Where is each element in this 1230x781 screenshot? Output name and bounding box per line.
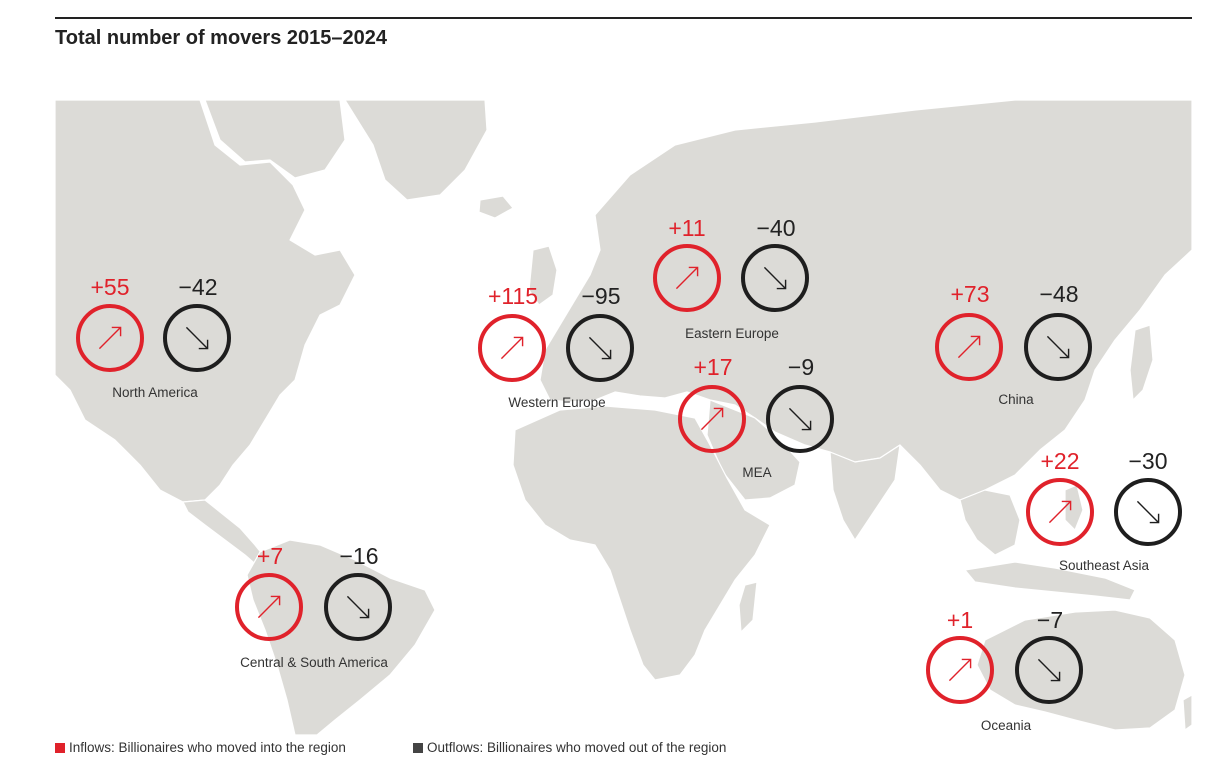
north-america-inflow-value: +55 <box>90 274 130 300</box>
land-india <box>829 444 901 541</box>
oceania-inflow-circle <box>926 636 994 704</box>
arrow-up-right-icon <box>700 407 724 431</box>
southeast-asia-outflow-value: −30 <box>1128 448 1168 474</box>
mea-outflow-circle <box>766 385 834 453</box>
eastern-europe-label: Eastern Europe <box>685 326 779 341</box>
arrow-up-right-icon <box>257 595 281 619</box>
eastern-europe-outflow-value: −40 <box>756 215 796 241</box>
central-south-america-outflow-circle <box>324 573 392 641</box>
legend-outflows: Outflows: Billionaires who moved out of … <box>413 740 726 755</box>
north-america-label: North America <box>112 385 198 400</box>
arrow-up-right-icon <box>500 336 524 360</box>
china-inflow-value: +73 <box>950 281 990 307</box>
western-europe-inflow-circle <box>478 314 546 382</box>
western-europe-inflow-value: +115 <box>487 283 539 309</box>
arrow-up-right-icon <box>948 658 972 682</box>
china-inflow-circle <box>935 313 1003 381</box>
western-europe-outflow-circle <box>566 314 634 382</box>
oceania-label: Oceania <box>980 718 1032 733</box>
arrow-up-right-icon <box>675 266 699 290</box>
china-outflow-value: −48 <box>1039 281 1079 307</box>
arrow-up-right-icon <box>1048 500 1072 524</box>
land-iceland <box>478 195 514 219</box>
central-south-america-label: Central & South America <box>240 655 388 670</box>
arrow-down-right-icon <box>185 326 209 350</box>
arrow-down-right-icon <box>346 595 370 619</box>
southeast-asia-inflow-value: +22 <box>1040 448 1080 474</box>
eastern-europe-inflow-value: +11 <box>668 215 706 241</box>
arrow-down-right-icon <box>588 336 612 360</box>
oceania-outflow-value: −7 <box>1036 607 1064 633</box>
land-uk <box>528 245 558 306</box>
top-rule <box>55 17 1192 19</box>
eastern-europe-inflow-circle <box>653 244 721 312</box>
legend-inflow-swatch <box>55 742 65 753</box>
land-arctic-islands <box>204 100 346 179</box>
legend-outflow-swatch <box>413 742 423 753</box>
southeast-asia-label: Southeast Asia <box>1058 558 1150 573</box>
arrow-up-right-icon <box>98 326 122 350</box>
arrow-up-right-icon <box>957 335 981 359</box>
central-south-america-outflow-value: −16 <box>339 543 379 569</box>
land-japan <box>1129 324 1154 401</box>
legend-inflows: Inflows: Billionaires who moved into the… <box>55 740 346 755</box>
north-america-outflow-circle <box>163 304 231 372</box>
mea-outflow-value: −9 <box>787 354 815 380</box>
mea-inflow-value: +17 <box>693 354 733 380</box>
land-central-america <box>182 499 268 569</box>
western-europe-outflow-value: −95 <box>581 283 621 309</box>
north-america-inflow-circle <box>76 304 144 372</box>
legend-inflow-text: Inflows: Billionaires who moved into the… <box>69 740 346 755</box>
land-new-zealand <box>1182 694 1192 731</box>
north-america-outflow-value: −42 <box>178 274 218 300</box>
land-se-asia <box>959 489 1021 556</box>
mea-inflow-circle <box>678 385 746 453</box>
legend-outflow-text: Outflows: Billionaires who moved out of … <box>427 740 727 755</box>
land-greenland <box>344 100 488 201</box>
china-outflow-circle <box>1024 313 1092 381</box>
land-indonesia <box>964 561 1136 601</box>
mea-label: MEA <box>742 465 772 480</box>
western-europe-label: Western Europe <box>508 395 606 410</box>
arrow-down-right-icon <box>1046 335 1070 359</box>
oceania-outflow-circle <box>1015 636 1083 704</box>
chart-title: Total number of movers 2015–2024 <box>55 27 387 49</box>
arrow-down-right-icon <box>1136 500 1160 524</box>
land-madagascar <box>738 581 758 633</box>
southeast-asia-inflow-circle <box>1026 478 1094 546</box>
central-south-america-inflow-circle <box>235 573 303 641</box>
southeast-asia-outflow-circle <box>1114 478 1182 546</box>
eastern-europe-outflow-circle <box>741 244 809 312</box>
arrow-down-right-icon <box>788 407 812 431</box>
oceania-inflow-value: +1 <box>946 607 974 633</box>
china-label: China <box>998 392 1034 407</box>
arrow-down-right-icon <box>1037 658 1061 682</box>
land-north-america <box>55 100 356 503</box>
central-south-america-inflow-value: +7 <box>256 543 284 569</box>
arrow-down-right-icon <box>763 266 787 290</box>
